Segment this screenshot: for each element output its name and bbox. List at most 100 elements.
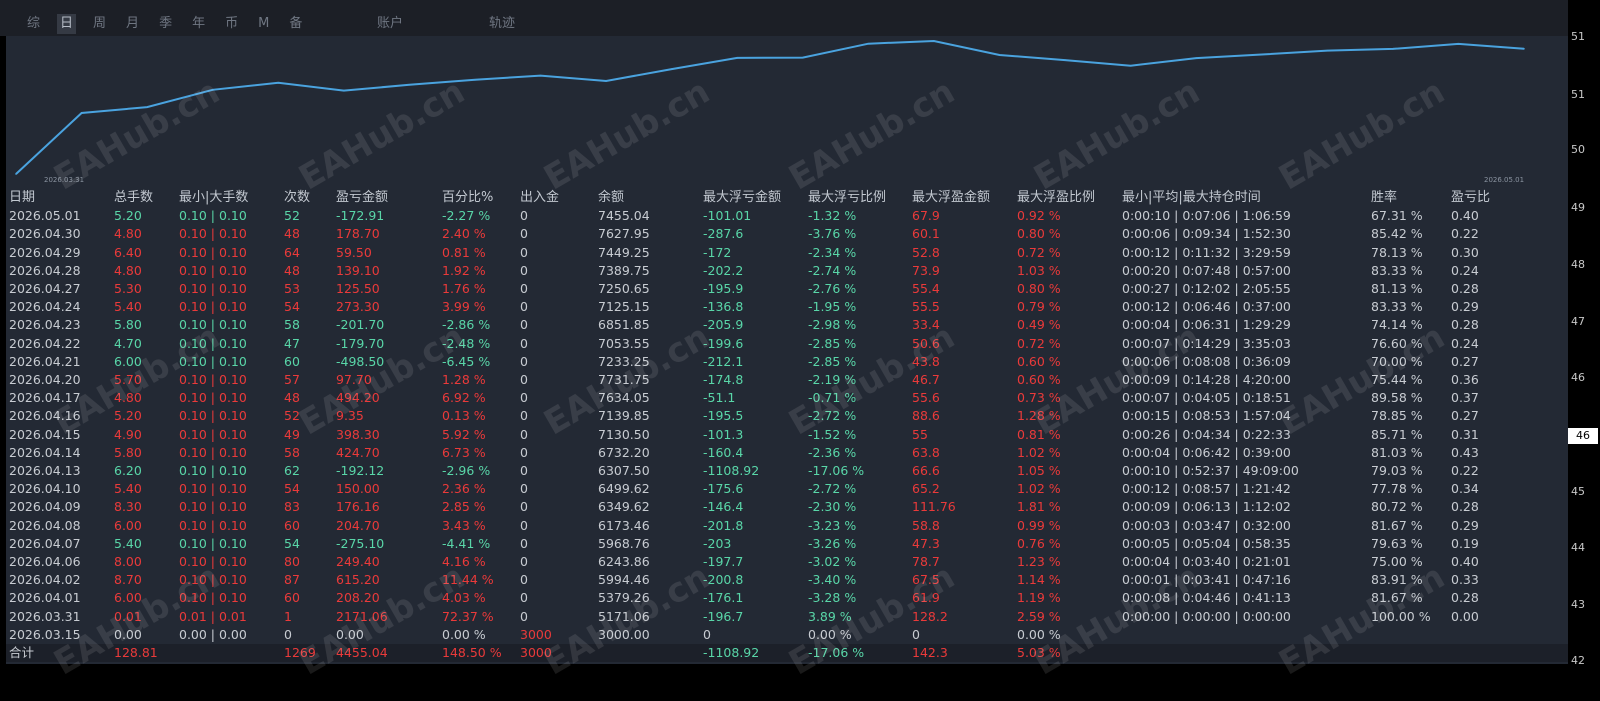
equity-point [1392,48,1394,50]
cell-count: 49 [284,426,300,442]
tab-period-5[interactable]: 年 [192,16,206,31]
cell-pnl-percent: 4.03 % [442,590,486,606]
cell-balance: 7250.65 [598,281,650,296]
cell-max-float-loss: -101.01 [703,208,752,224]
cell-min-max-lots: 0.10 | 0.10 [179,208,247,224]
tab-period-8[interactable]: 备 [289,16,303,31]
cell-pnl-amount: 615.20 [336,572,380,588]
cell-count: 0 [284,626,292,642]
cell-date: 2026.04.20 [9,372,81,387]
tab-period-1[interactable]: 日 [57,14,77,34]
cell-max-float-loss-pct: -2.36 % [808,444,857,460]
cell-min-max-lots: 0.10 | 0.10 [179,335,247,351]
table-row: 2026.04.06 8.00 0.10 | 0.10 80 249.40 4.16 % 0… [6,553,1568,571]
cell-pnl-amount: -172.91 [336,208,385,224]
cell-max-float-loss: 最大浮亏金额 [703,190,782,205]
cell-deposit: 0 [520,390,528,406]
cell-count: 64 [284,244,300,260]
equity-point [146,106,148,108]
cell-date: 2026.04.29 [9,244,81,260]
cell-deposit: 0 [520,535,528,551]
cell-balance: 7130.50 [598,426,650,442]
cell-hold-time: 0:00:20 | 0:07:48 | 0:57:00 [1122,262,1291,278]
cell-balance: 7139.85 [598,408,650,424]
cell-hold-time: 0:00:27 | 0:12:02 | 2:05:55 [1122,281,1291,296]
cell-date: 2026.04.30 [9,226,81,242]
cell-balance: 7731.75 [598,372,650,387]
cell-date: 2026.04.24 [9,299,81,315]
cell-balance: 7627.95 [598,226,650,242]
cell-total-lots: 8.30 [114,499,142,515]
cell-hold-time: 0:00:26 | 0:04:34 | 0:22:33 [1122,426,1291,442]
cell-max-float-loss: -1108.92 [703,645,760,660]
tab-account[interactable]: 账户 [377,16,404,31]
cell-pnl-ratio: 0.29 [1451,299,1479,315]
cell-win-rate: 74.14 % [1371,317,1423,333]
cell-deposit: 0 [520,463,528,478]
cell-total-lots: 8.70 [114,572,142,588]
cell-deposit: 0 [520,353,528,369]
table-row: 2026.05.01 5.20 0.10 | 0.10 52 -172.91 -2.27 … [6,207,1568,225]
cell-date: 合计 [9,645,35,660]
table-row: 2026.04.09 8.30 0.10 | 0.10 83 176.16 2.85 % 0… [6,498,1568,516]
cell-pnl-amount: 150.00 [336,481,380,497]
cell-balance: 7125.15 [598,299,650,315]
cell-pnl-percent: 2.40 % [442,226,486,242]
cell-min-max-lots: 0.00 | 0.00 [179,626,247,642]
equity-point [1195,57,1197,59]
equity-point [15,173,17,175]
cell-pnl-percent: 6.92 % [442,390,486,406]
table-row: 2026.03.15 0.00 0.00 | 0.00 0 0.00 0.00 % 3000… [6,626,1568,644]
tab-period-3[interactable]: 月 [126,16,140,31]
cell-total-lots: 4.80 [114,226,142,242]
cell-max-float-loss: -203 [703,535,732,551]
cell-hold-time: 最小|平均|最大持仓时间 [1122,190,1261,205]
cell-count: 48 [284,226,300,242]
cell-max-float-profit: 55.5 [912,299,940,315]
cell-total-lots: 6.40 [114,244,142,260]
cell-deposit: 0 [520,408,528,424]
cell-max-float-loss-pct: -2.74 % [808,262,857,278]
cell-pnl-percent: 2.85 % [442,499,486,515]
cell-max-float-loss: -136.8 [703,299,744,315]
tab-period-0[interactable]: 综 [27,16,41,31]
cell-total-lots: 0.00 [114,626,142,642]
cell-hold-time: 0:00:04 | 0:06:42 | 0:39:00 [1122,444,1291,460]
cell-max-float-loss: -176.1 [703,590,744,606]
cell-max-float-profit: 73.9 [912,262,940,278]
tab-track[interactable]: 轨迹 [489,16,516,31]
cell-min-max-lots: 0.10 | 0.10 [179,408,247,424]
cell-max-float-profit: 63.8 [912,444,940,460]
cell-total-lots: 0.01 [114,608,142,624]
cell-pnl-amount: -498.50 [336,353,385,369]
cell-count: 60 [284,517,300,533]
cell-deposit: 0 [520,335,528,351]
cell-min-max-lots: 0.10 | 0.10 [179,317,247,333]
tab-period-7[interactable]: M [258,16,270,31]
cell-max-float-profit: 43.8 [912,353,940,369]
cell-count: 52 [284,408,300,424]
cell-date: 2026.04.07 [9,535,81,551]
cell-pnl-ratio: 0.36 [1451,372,1479,387]
cell-max-float-loss: -196.7 [703,608,744,624]
cell-win-rate: 76.60 % [1371,335,1423,351]
cell-max-float-loss: -202.2 [703,262,744,278]
cell-win-rate: 100.00 % [1371,608,1431,624]
equity-point [408,84,411,86]
tab-period-6[interactable]: 币 [225,16,239,31]
cell-win-rate: 75.44 % [1371,372,1423,387]
cell-hold-time: 0:00:03 | 0:03:47 | 0:32:00 [1122,517,1291,533]
cell-hold-time: 0:00:15 | 0:08:53 | 1:57:04 [1122,408,1291,424]
cell-max-float-loss-pct: 0.00 % [808,626,852,642]
tab-period-2[interactable]: 周 [93,16,107,31]
cell-balance: 7455.04 [598,208,650,224]
cell-pnl-amount: 176.16 [336,499,380,515]
cell-count: 次数 [284,190,311,205]
cell-max-float-loss-pct: -3.02 % [808,554,857,569]
cell-hold-time: 0:00:05 | 0:05:04 | 0:58:35 [1122,535,1291,551]
cell-max-float-profit: 50.6 [912,335,940,351]
cell-deposit: 3000 [520,626,552,642]
cell-pnl-percent: 11.44 % [442,572,494,588]
cell-max-float-profit-pct: 0.60 % [1017,372,1061,387]
tab-period-4[interactable]: 季 [159,16,173,31]
